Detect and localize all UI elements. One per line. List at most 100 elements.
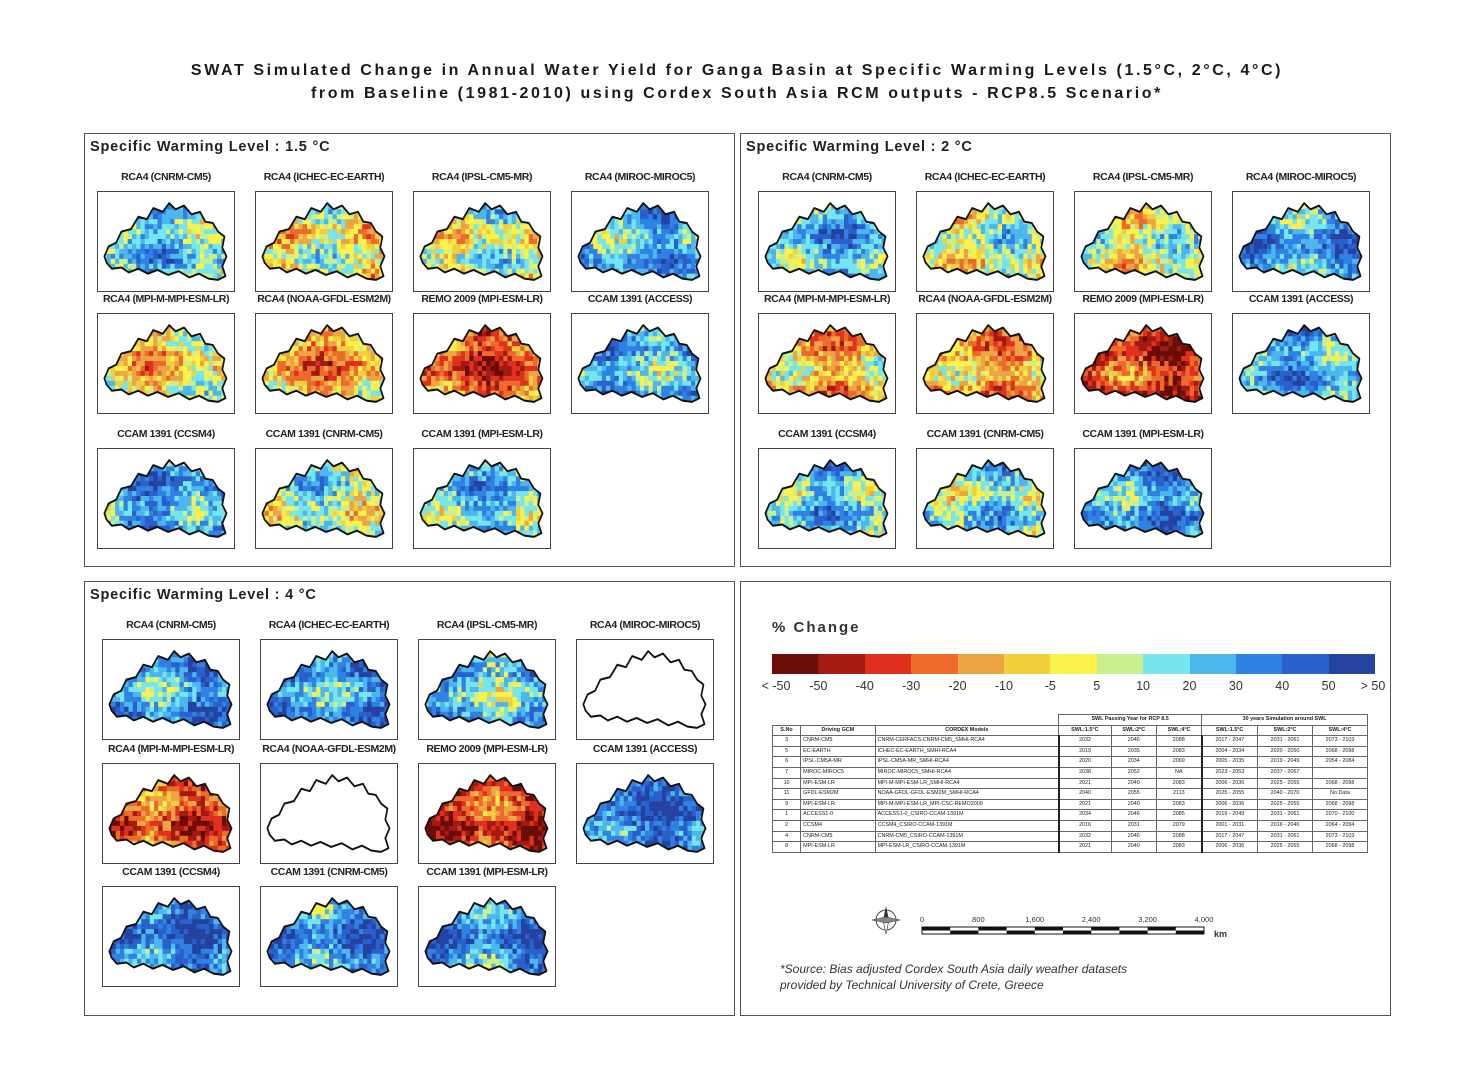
source-note-line-1: *Source: Bias adjusted Cordex South Asia… — [780, 962, 1128, 976]
colorbar-swatch — [1096, 654, 1144, 674]
colorbar-tick-label: -30 — [902, 679, 921, 693]
map-cell: CCAM 1391 (MPI-ESM-LR) — [413, 428, 551, 549]
table-cell: 2083 — [1155, 841, 1203, 853]
table-cell: 2019 - 2049 — [1256, 756, 1313, 768]
basin-map — [97, 448, 235, 549]
map-label: RCA4 (CNRM-CM5) — [126, 619, 216, 631]
basin-map — [102, 886, 240, 987]
colorbar-swatch — [911, 654, 958, 674]
colorbar-swatch — [1235, 654, 1283, 674]
map-label: RCA4 (IPSL-CM5-MR) — [436, 619, 538, 631]
basin-map — [571, 191, 709, 292]
table-cell: 2068 - 2098 — [1311, 841, 1369, 853]
map-label: RCA4 (ICHEC-EC-EARTH) — [263, 171, 385, 183]
table-cell: 2040 — [1057, 788, 1112, 800]
colorbar-swatch — [1050, 654, 1097, 674]
basin-map — [1074, 448, 1212, 549]
scale-bar-segment — [1034, 927, 1063, 931]
colorbar-swatch — [818, 654, 865, 674]
basin-map — [916, 191, 1054, 292]
basin-map — [758, 313, 896, 414]
table-cell: 2046 — [1110, 809, 1157, 821]
table-cell: 2035 — [1110, 745, 1157, 758]
table-cell: 2055 — [1110, 788, 1157, 800]
map-label: CCAM 1391 (MPI-ESM-LR) — [421, 428, 543, 440]
map-label: CCAM 1391 (CNRM-CM5) — [270, 866, 388, 878]
table-cell: 2004 - 2034 — [1200, 745, 1258, 758]
map-cell: RCA4 (NOAA-GFDL-ESM2M) — [916, 293, 1054, 414]
map-label: REMO 2009 (MPI-ESM-LR) — [421, 293, 543, 305]
map-cell: RCA4 (ICHEC-EC-EARTH) — [255, 171, 393, 292]
map-cell: CCAM 1391 (CNRM-CM5) — [916, 428, 1054, 549]
colorbar-tick-label: -5 — [1044, 679, 1056, 693]
table-cell: 2040 — [1110, 777, 1157, 790]
table-header-cell: SWL:4°C — [1311, 724, 1369, 737]
table-cell: MPI-ESM-LR — [800, 777, 876, 790]
table-cell: 2068 - 2098 — [1311, 745, 1369, 758]
table-cell: 2019 — [1057, 745, 1112, 758]
table-cell: 2034 — [1110, 756, 1157, 768]
table-cell: 2083 — [1155, 777, 1203, 790]
table-cell: 2037 - 2067 — [1256, 766, 1313, 779]
table-row: 2 CCSM4 CCSM4_CSIRO-CCAM-1391M 2016 2031 2079… — [771, 819, 1369, 832]
basin-map — [255, 191, 393, 292]
table-cell: 2113 — [1155, 788, 1203, 800]
table-cell: ACCESS1-0 — [800, 809, 876, 821]
table-cell: IPSL-CM5A-MR_SMHI-RCA4 — [874, 756, 1060, 768]
table-cell: 2083 — [1155, 745, 1203, 758]
panel-swl-4: Specific Warming Level : 4 °C RCA4 (CNRM… — [84, 581, 735, 1016]
map-label: CCAM 1391 (MPI-ESM-LR) — [1082, 428, 1204, 440]
table-cell: 2031 - 2061 — [1256, 735, 1313, 747]
table-row: 9 MPI-ESM-LR MPI-M-MPI-ESM-LR_MPI-CSC-REMO… — [771, 798, 1369, 811]
table-cell: 2025 - 2055 — [1256, 841, 1313, 853]
map-cell: RCA4 (MPI-M-MPI-ESM-LR) — [758, 293, 896, 414]
map-cell: CCAM 1391 (CCSM4) — [758, 428, 896, 549]
table-cell: 2031 - 2061 — [1256, 809, 1313, 821]
map-cell: RCA4 (MIROC-MIROC5) — [1232, 171, 1370, 292]
map-label: RCA4 (NOAA-GFDL-ESM2M) — [257, 293, 391, 305]
table-cell: 2006 - 2036 — [1200, 777, 1258, 790]
table-cell: No Data — [1311, 788, 1369, 800]
map-label: CCAM 1391 (ACCESS) — [587, 293, 693, 305]
table-cell: EC-EARTH — [800, 745, 876, 758]
legend-tick-labels: < -50 -50 -40 -30 -20 -10 -5 5 10 20 30 40 50 > 50 — [752, 679, 1392, 697]
basin-map — [418, 763, 556, 864]
table-cell: 2085 — [1155, 809, 1203, 821]
table-cell: 4 — [771, 830, 802, 843]
map-cell: RCA4 (MIROC-MIROC5) — [576, 619, 714, 740]
basin-map — [418, 886, 556, 987]
basin-map — [102, 639, 240, 740]
north-arrow-icon — [871, 906, 901, 935]
table-group-header: SWL Passing Year for RCP 8.5 — [1058, 714, 1203, 726]
map-cell: REMO 2009 (MPI-ESM-LR) — [1074, 293, 1212, 414]
scale-bar-segment — [1119, 930, 1148, 934]
map-cell: REMO 2009 (MPI-ESM-LR) — [413, 293, 551, 414]
table-header-cell: Driving GCM — [800, 724, 876, 737]
table-cell: NA — [1155, 766, 1203, 779]
table-cell: 2088 — [1155, 735, 1203, 747]
map-label: CCAM 1391 (CNRM-CM5) — [265, 428, 383, 440]
colorbar-tick-label: 5 — [1093, 679, 1101, 693]
colorbar-tick-label: -50 — [809, 679, 828, 693]
table-cell: 2073 - 2103 — [1311, 735, 1369, 747]
scale-bar-segment — [1091, 927, 1120, 931]
map-cell: RCA4 (MPI-M-MPI-ESM-LR) — [102, 743, 240, 864]
map-cell: RCA4 (MIROC-MIROC5) — [571, 171, 709, 292]
colorbar-tick-label: -40 — [855, 679, 874, 693]
table-cell: 8 — [771, 841, 802, 853]
table-cell: 2017 - 2047 — [1200, 830, 1258, 843]
colorbar-tick-label: -20 — [948, 679, 967, 693]
table-cell: CNRM-CM5 — [800, 735, 876, 747]
table-cell: 2021 — [1057, 798, 1112, 811]
table-cell: 3 — [771, 735, 802, 747]
basin-map — [1232, 313, 1370, 414]
map-cell: CCAM 1391 (ACCESS) — [1232, 293, 1370, 414]
table-cell: 2069 — [1155, 756, 1203, 768]
table-cell: GFDL-ESM2M — [800, 788, 876, 800]
table-cell: 2068 - 2098 — [1311, 777, 1369, 790]
table-cell: MPI-ESM-LR_CSIRO-CCAM-1391M — [874, 841, 1060, 853]
map-cell: RCA4 (MPI-M-MPI-ESM-LR) — [97, 293, 235, 414]
basin-map — [260, 886, 398, 987]
basin-map — [260, 639, 398, 740]
basin-map — [413, 448, 551, 549]
